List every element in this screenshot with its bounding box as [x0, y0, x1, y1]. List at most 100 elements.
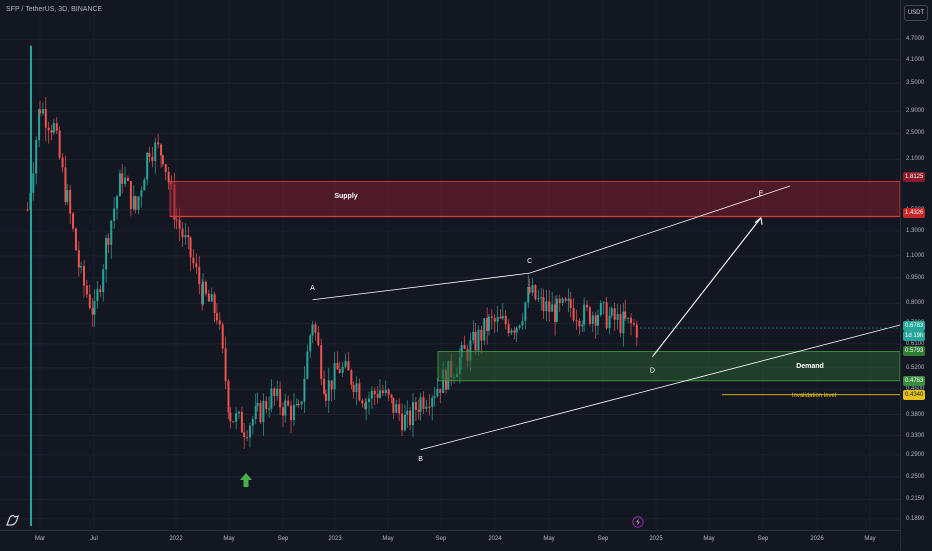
candle-body — [341, 366, 344, 373]
candle-body — [344, 361, 347, 367]
candle-body — [542, 297, 545, 312]
candle-body — [501, 315, 504, 319]
candle-body — [198, 267, 201, 285]
candle-body — [504, 315, 507, 325]
candle-body — [102, 269, 105, 293]
candle-body — [116, 196, 119, 209]
candle-body — [610, 308, 613, 316]
candle-body — [425, 406, 428, 409]
candle-body — [181, 228, 184, 238]
candle-body — [361, 400, 364, 404]
candle-body — [282, 407, 285, 416]
tradingview-logo-icon[interactable] — [5, 513, 21, 527]
candle-body — [630, 317, 633, 324]
candle-body — [44, 109, 47, 128]
candle-body — [336, 363, 339, 370]
candle-body — [463, 345, 466, 350]
candle-body — [487, 316, 490, 331]
lightning-event-icon[interactable] — [632, 516, 644, 528]
candle-body — [442, 369, 445, 393]
time-tick-label: Mar — [34, 536, 46, 542]
candle-body — [534, 285, 537, 300]
candle-body — [238, 411, 241, 414]
green-arrow-up-icon — [240, 473, 252, 487]
candle-body — [417, 409, 420, 412]
candle-body — [403, 414, 406, 431]
candle-body — [72, 213, 75, 229]
candle-body — [306, 351, 309, 379]
candle-body — [273, 388, 276, 397]
candle-body — [499, 316, 502, 319]
candle-body — [124, 177, 127, 184]
candle-body — [490, 316, 493, 318]
price-tick-label: 2.9000 — [906, 108, 925, 115]
time-axis[interactable] — [0, 530, 900, 551]
candle-body — [91, 307, 94, 315]
candle-body — [148, 152, 151, 157]
candle-body — [105, 238, 108, 270]
price-chart[interactable]: Supply Demand Invalidation level A B C D E — [0, 0, 900, 530]
candle-body — [213, 294, 216, 314]
candle-body — [554, 304, 557, 322]
supply-top-price-label: 1.8125 — [903, 172, 926, 182]
candle-body — [414, 402, 417, 410]
candle-body — [528, 286, 531, 293]
candle-body — [627, 317, 630, 319]
candle-body — [243, 432, 246, 438]
candle-body — [431, 397, 434, 408]
chart-area[interactable]: Supply Demand Invalidation level A B C D E SFP … — [0, 0, 900, 530]
time-tick-label: 2023 — [328, 536, 342, 542]
wave-label-e: E — [759, 191, 764, 198]
candle-body — [439, 388, 442, 393]
candle-body — [632, 323, 635, 325]
demand-bottom-price-label: 0.4763 — [903, 376, 926, 386]
time-tick-label: May — [223, 536, 235, 542]
candle-body — [387, 389, 390, 395]
wave-label-b: B — [418, 456, 423, 463]
candle-body — [412, 402, 415, 426]
price-tick-label: 2.5000 — [906, 130, 925, 137]
candle-body — [137, 196, 140, 210]
candle-body — [284, 400, 287, 416]
invalidation-level-label: Invalidation level — [792, 393, 836, 399]
price-tick-label: 0.2900 — [906, 451, 925, 458]
candle-body — [605, 302, 608, 329]
candle-body — [88, 294, 91, 308]
currency-button[interactable]: USDT — [904, 5, 928, 21]
candle-body — [192, 257, 195, 264]
candle-body — [578, 320, 581, 327]
candle-body — [268, 408, 271, 410]
candle-body — [548, 301, 551, 312]
candle-body — [69, 190, 72, 214]
candle-body — [204, 281, 207, 294]
wave-label-d: D — [650, 368, 655, 375]
time-tick-label: 2025 — [649, 536, 663, 542]
candle-body — [178, 219, 181, 229]
price-axis[interactable] — [900, 0, 932, 550]
candle-body — [50, 130, 53, 133]
candle-body — [129, 181, 132, 209]
candle-body — [521, 320, 524, 326]
candle-body — [588, 307, 591, 324]
price-tick-label: 0.8000 — [906, 300, 925, 307]
candle-body — [460, 345, 463, 358]
candle-body — [311, 324, 314, 336]
candle-body — [41, 109, 44, 114]
candle-body — [572, 307, 575, 321]
candle-body — [599, 303, 602, 315]
candle-body — [347, 361, 350, 371]
candle-body — [175, 219, 178, 221]
candle-body — [270, 388, 273, 409]
candle-body — [248, 425, 251, 438]
candle-body — [218, 320, 221, 325]
candle-body — [333, 363, 336, 390]
candle-body — [202, 281, 205, 305]
price-tick-label: 1.3000 — [906, 227, 925, 234]
last-price-label: 0.6783 — [903, 321, 926, 331]
candle-body — [581, 324, 584, 327]
candle-body — [384, 389, 387, 394]
candle-body — [527, 286, 530, 303]
time-tick-label: May — [703, 536, 715, 542]
candle-body — [290, 405, 293, 421]
candle-body — [469, 340, 472, 361]
